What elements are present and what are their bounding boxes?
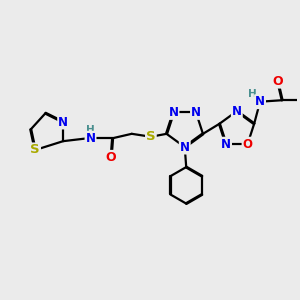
Text: O: O — [272, 75, 283, 88]
Text: N: N — [85, 132, 95, 145]
Text: H: H — [86, 125, 95, 135]
Text: N: N — [169, 106, 178, 119]
Text: O: O — [242, 138, 253, 151]
Text: N: N — [255, 95, 265, 108]
Text: N: N — [221, 138, 231, 151]
Text: S: S — [30, 143, 40, 157]
Text: N: N — [58, 116, 68, 128]
Text: N: N — [191, 106, 201, 119]
Text: H: H — [248, 89, 257, 99]
Text: N: N — [180, 141, 190, 154]
Text: S: S — [146, 130, 156, 143]
Text: N: N — [232, 105, 242, 118]
Text: O: O — [106, 151, 116, 164]
